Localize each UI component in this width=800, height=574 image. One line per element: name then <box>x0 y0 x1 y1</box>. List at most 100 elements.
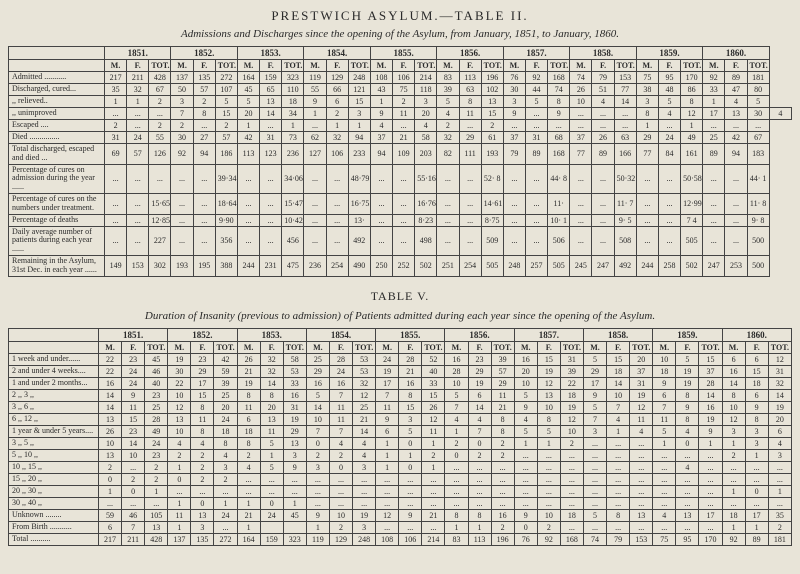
data-cell: 53 <box>283 365 306 377</box>
data-cell: 3 <box>171 96 193 108</box>
data-cell: 13 <box>725 108 747 120</box>
data-cell: ... <box>171 193 193 214</box>
data-cell: 15 <box>348 96 370 108</box>
mft-header: F. <box>592 60 614 72</box>
data-cell: 8 <box>468 509 491 521</box>
data-cell: 29 <box>583 365 606 377</box>
data-cell: 4 <box>468 413 491 425</box>
data-cell: 94 <box>348 132 370 144</box>
mft-header: F. <box>399 341 422 353</box>
data-cell: 32 <box>260 365 283 377</box>
data-cell: 22 <box>99 365 122 377</box>
data-cell: 39·34 <box>215 164 237 193</box>
table-row: Discharged, cured...35326750571074565110… <box>9 84 792 96</box>
data-cell: ... <box>376 497 399 509</box>
data-cell: 24 <box>122 365 145 377</box>
data-cell: 168 <box>548 72 570 84</box>
data-cell: 18 <box>722 509 745 521</box>
data-cell: ... <box>560 461 583 473</box>
main-title: PRESTWICH ASYLUM.—TABLE II. <box>8 8 792 24</box>
data-cell: 8 <box>722 389 745 401</box>
year-header: 1852. <box>168 328 237 341</box>
table-2: 1851.1852.1853.1854.1855.1856.1857.1858.… <box>8 328 792 546</box>
data-cell: 11· 7 <box>614 193 636 214</box>
data-cell: 31 <box>283 401 306 413</box>
data-cell: 244 <box>237 255 259 276</box>
data-cell: 18 <box>607 365 630 377</box>
data-cell <box>283 521 306 533</box>
row-label: Remaining in the Asylum, 31st Dec. in ea… <box>9 255 105 276</box>
year-header: 1851. <box>99 328 168 341</box>
data-cell: 74 <box>583 533 606 545</box>
data-cell: ... <box>607 473 630 485</box>
data-cell: 11 <box>329 401 352 413</box>
data-cell: 1 <box>514 437 537 449</box>
data-cell: ... <box>607 521 630 533</box>
data-cell: 16 <box>445 353 468 365</box>
data-cell: 6 <box>745 353 768 365</box>
data-cell: 137 <box>168 533 191 545</box>
data-cell: ... <box>658 226 680 255</box>
data-cell: ... <box>583 485 606 497</box>
data-cell: 123 <box>260 144 282 165</box>
mft-header: F. <box>326 60 348 72</box>
data-cell: 2 <box>122 473 145 485</box>
mft-header: TOT. <box>282 60 304 72</box>
data-cell: ... <box>193 193 215 214</box>
data-cell: 52 <box>422 353 445 365</box>
data-cell: 129 <box>326 72 348 84</box>
data-cell: ... <box>658 120 680 132</box>
data-cell: 1 <box>99 485 122 497</box>
data-cell: 4 <box>607 413 630 425</box>
year-header: 1854. <box>306 328 375 341</box>
data-cell: ... <box>537 449 560 461</box>
data-cell: ... <box>503 226 525 255</box>
data-cell: ... <box>630 485 653 497</box>
data-cell: 94 <box>193 144 215 165</box>
data-cell: ... <box>326 193 348 214</box>
data-cell: 83 <box>445 533 468 545</box>
data-cell: 31 <box>768 365 791 377</box>
row-label: Admitted ........... <box>9 72 105 84</box>
data-cell: ... <box>260 214 282 226</box>
data-cell: 2 <box>326 108 348 120</box>
data-cell: 8 <box>676 389 699 401</box>
data-cell: ... <box>306 473 329 485</box>
data-cell: 161 <box>681 144 703 165</box>
data-cell: ... <box>468 461 491 473</box>
data-cell: ... <box>676 521 699 533</box>
data-cell: 2 <box>329 521 352 533</box>
data-cell: 37 <box>503 132 525 144</box>
data-cell: 168 <box>560 533 583 545</box>
data-cell: 506 <box>548 226 570 255</box>
data-cell: ... <box>699 497 722 509</box>
data-cell: 121 <box>348 84 370 96</box>
data-cell: 14 <box>699 389 722 401</box>
data-cell: 135 <box>191 533 214 545</box>
data-cell: 11 <box>237 401 260 413</box>
data-cell: 105 <box>145 509 168 521</box>
data-cell: 24 <box>329 365 352 377</box>
data-cell: ... <box>636 214 658 226</box>
data-cell: 57 <box>193 84 215 96</box>
data-cell: 502 <box>415 255 437 276</box>
data-cell: 1 <box>376 437 399 449</box>
data-cell: 94 <box>725 144 747 165</box>
data-cell: 79 <box>592 72 614 84</box>
data-cell: ... <box>191 485 214 497</box>
mft-header: F. <box>459 60 481 72</box>
table-row: Percentage of deaths......12·85......9·9… <box>9 214 792 226</box>
data-cell: 35 <box>768 509 791 521</box>
row-label: Percentage of cures on admission during … <box>9 164 105 193</box>
data-cell: ... <box>525 226 547 255</box>
data-cell: 20 <box>514 365 537 377</box>
data-cell: 4 <box>769 108 791 120</box>
data-cell: 4 <box>168 437 191 449</box>
data-cell: 1 <box>699 437 722 449</box>
data-cell: 11 <box>376 401 399 413</box>
data-cell: 5 <box>747 96 769 108</box>
sub-title-2: Duration of Insanity (previous to admiss… <box>8 310 792 322</box>
data-cell: 31 <box>525 132 547 144</box>
data-cell: 5 <box>306 389 329 401</box>
data-cell: 21 <box>237 365 260 377</box>
